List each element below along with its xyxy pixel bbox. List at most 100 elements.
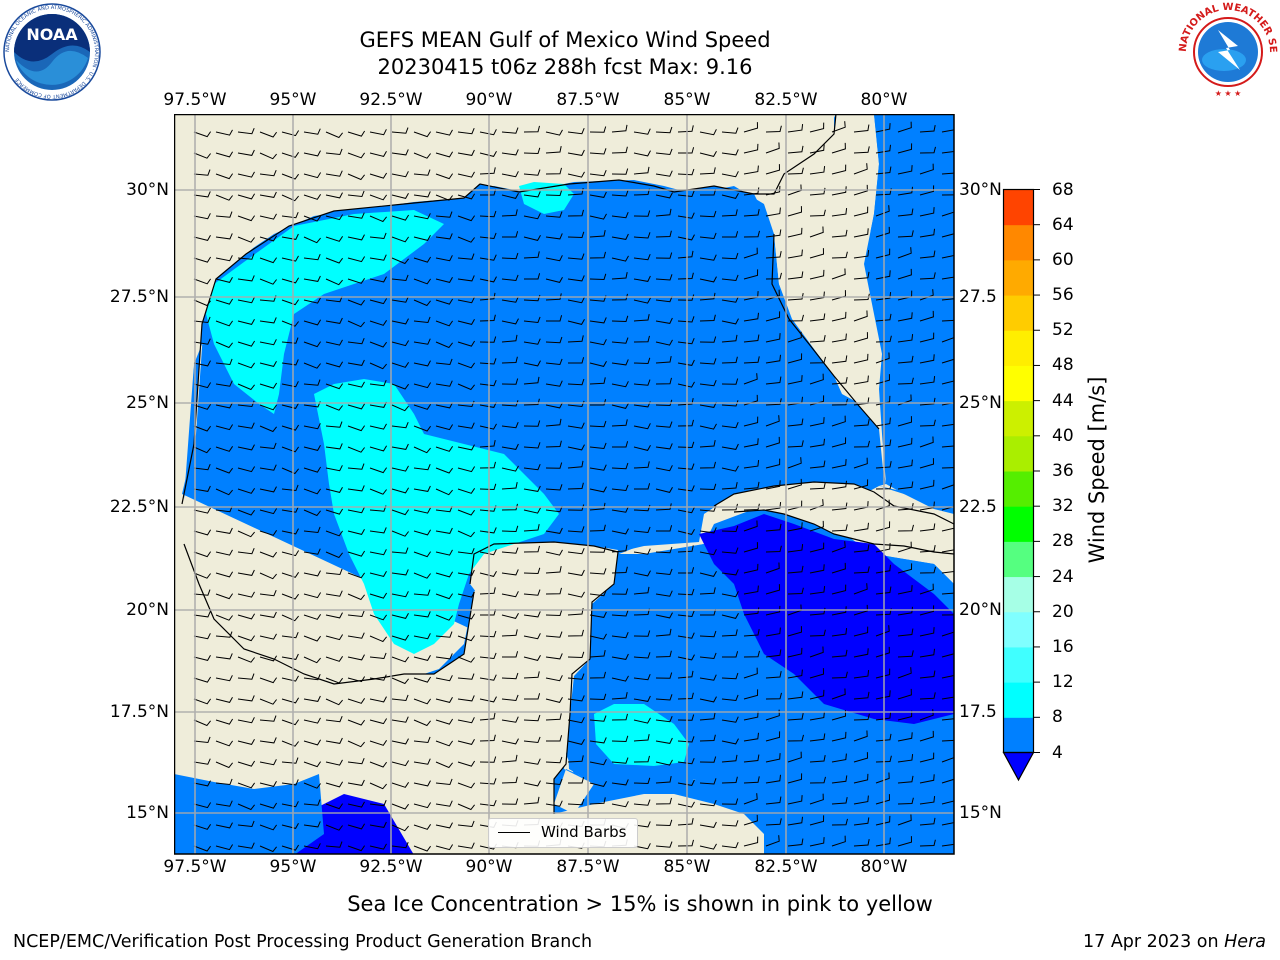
- wind-barb: [369, 740, 388, 746]
- wind-barb: [809, 373, 824, 385]
- wind-barb: [237, 362, 256, 369]
- wind-barb: [215, 129, 233, 136]
- wind-barb: [435, 320, 454, 327]
- wind-barb: [919, 839, 936, 847]
- wind-barb: [479, 800, 497, 807]
- wind-barb: [237, 340, 256, 347]
- wind-barb: [831, 251, 848, 259]
- wind-barb: [941, 674, 954, 679]
- wind-barb: [611, 757, 629, 764]
- wind-barb: [589, 502, 606, 511]
- wind-barb: [567, 444, 585, 451]
- wind-barb: [875, 313, 892, 322]
- wind-barb: [501, 465, 519, 472]
- wind-barb: [897, 814, 912, 826]
- wind-barb: [193, 256, 212, 263]
- wind-barb: [831, 229, 848, 238]
- wind-barb: [831, 731, 847, 742]
- wind-barb: [215, 402, 233, 409]
- wind-barb: [303, 362, 321, 369]
- wind-barb: [567, 482, 584, 490]
- wind-barb: [743, 209, 760, 217]
- wind-barb: [678, 147, 695, 154]
- wind-barb: [699, 696, 717, 703]
- lon-label-top: 85°W: [663, 90, 711, 110]
- wind-barb: [413, 485, 431, 492]
- wind-barb: [809, 668, 825, 679]
- wind-barb: [546, 315, 563, 322]
- wind-barb: [281, 550, 300, 557]
- wind-barb: [787, 353, 803, 364]
- wind-barb: [523, 251, 540, 259]
- wind-barb: [765, 796, 782, 805]
- wind-barb: [787, 227, 803, 238]
- wind-barb: [919, 354, 935, 364]
- wind-barb: [391, 487, 410, 494]
- wind-barb: [897, 836, 913, 847]
- wind-barb: [193, 338, 211, 345]
- wind-barb: [721, 443, 739, 450]
- wind-barb: [721, 422, 739, 429]
- wind-barb: [347, 130, 366, 137]
- wind-barb: [699, 712, 716, 721]
- wind-barb: [281, 506, 299, 513]
- wind-barb: [347, 256, 366, 263]
- wind-barb: [281, 632, 299, 639]
- wind-barb: [435, 761, 453, 769]
- wind-barb: [193, 299, 211, 307]
- wind-barb: [699, 587, 716, 595]
- wind-barb: [193, 654, 211, 661]
- wind-barb: [281, 697, 300, 704]
- wind-barb: [193, 382, 212, 389]
- wind-barb: [743, 460, 760, 469]
- colorbar-tick-label: 24: [1052, 566, 1074, 587]
- wind-barb: [281, 467, 299, 475]
- footer-branch: NCEP/EMC/Verification Post Processing Pr…: [13, 932, 593, 952]
- wind-barb: [721, 798, 739, 805]
- wind-barb: [875, 586, 892, 595]
- wind-barb: [743, 143, 759, 154]
- wind-barb: [347, 845, 366, 852]
- wind-barb: [831, 562, 846, 574]
- wind-barb: [721, 334, 738, 343]
- wind-barb: [787, 713, 804, 721]
- wind-barb: [193, 736, 211, 744]
- lon-label-bottom: 85°W: [663, 857, 711, 877]
- lon-label-bottom: 95°W: [269, 857, 317, 877]
- wind-barb: [633, 586, 650, 595]
- wind-barb: [457, 444, 475, 451]
- wind-barb: [677, 381, 695, 388]
- wind-barb: [721, 209, 738, 217]
- wind-barb: [941, 822, 954, 826]
- wind-barb: [699, 843, 717, 850]
- svg-text:★ ★ ★: ★ ★ ★: [1215, 89, 1242, 98]
- wind-barb: [699, 314, 716, 322]
- footer-date-text: 17 Apr 2023 on: [1083, 932, 1225, 952]
- wind-barb: [545, 276, 563, 283]
- wind-barb: [589, 568, 607, 575]
- wind-barb: [501, 694, 519, 702]
- wind-barb: [391, 274, 409, 282]
- colorbar-segment: [1003, 400, 1034, 437]
- wind-barb: [237, 171, 255, 178]
- wind-barb: [347, 359, 365, 366]
- wind-barb: [809, 711, 825, 721]
- wind-barb: [215, 778, 233, 786]
- wind-barb: [787, 331, 802, 343]
- wind-barb: [457, 383, 475, 391]
- wind-barb: [435, 506, 453, 513]
- wind-barb: [765, 125, 782, 133]
- wind-barb: [567, 651, 585, 659]
- wind-barb: [853, 353, 869, 364]
- wind-barb: [875, 270, 891, 280]
- wind-barb: [501, 274, 519, 282]
- wind-zone-west-gulf: [206, 210, 444, 414]
- wind-barb: [589, 715, 607, 722]
- wind-barb: [721, 612, 739, 619]
- wind-barb: [765, 436, 780, 448]
- wind-barb: [259, 382, 278, 389]
- wind-barb: [809, 542, 825, 553]
- wind-barb: [699, 652, 717, 660]
- wind-barb: [567, 149, 585, 156]
- wind-barb: [545, 418, 562, 427]
